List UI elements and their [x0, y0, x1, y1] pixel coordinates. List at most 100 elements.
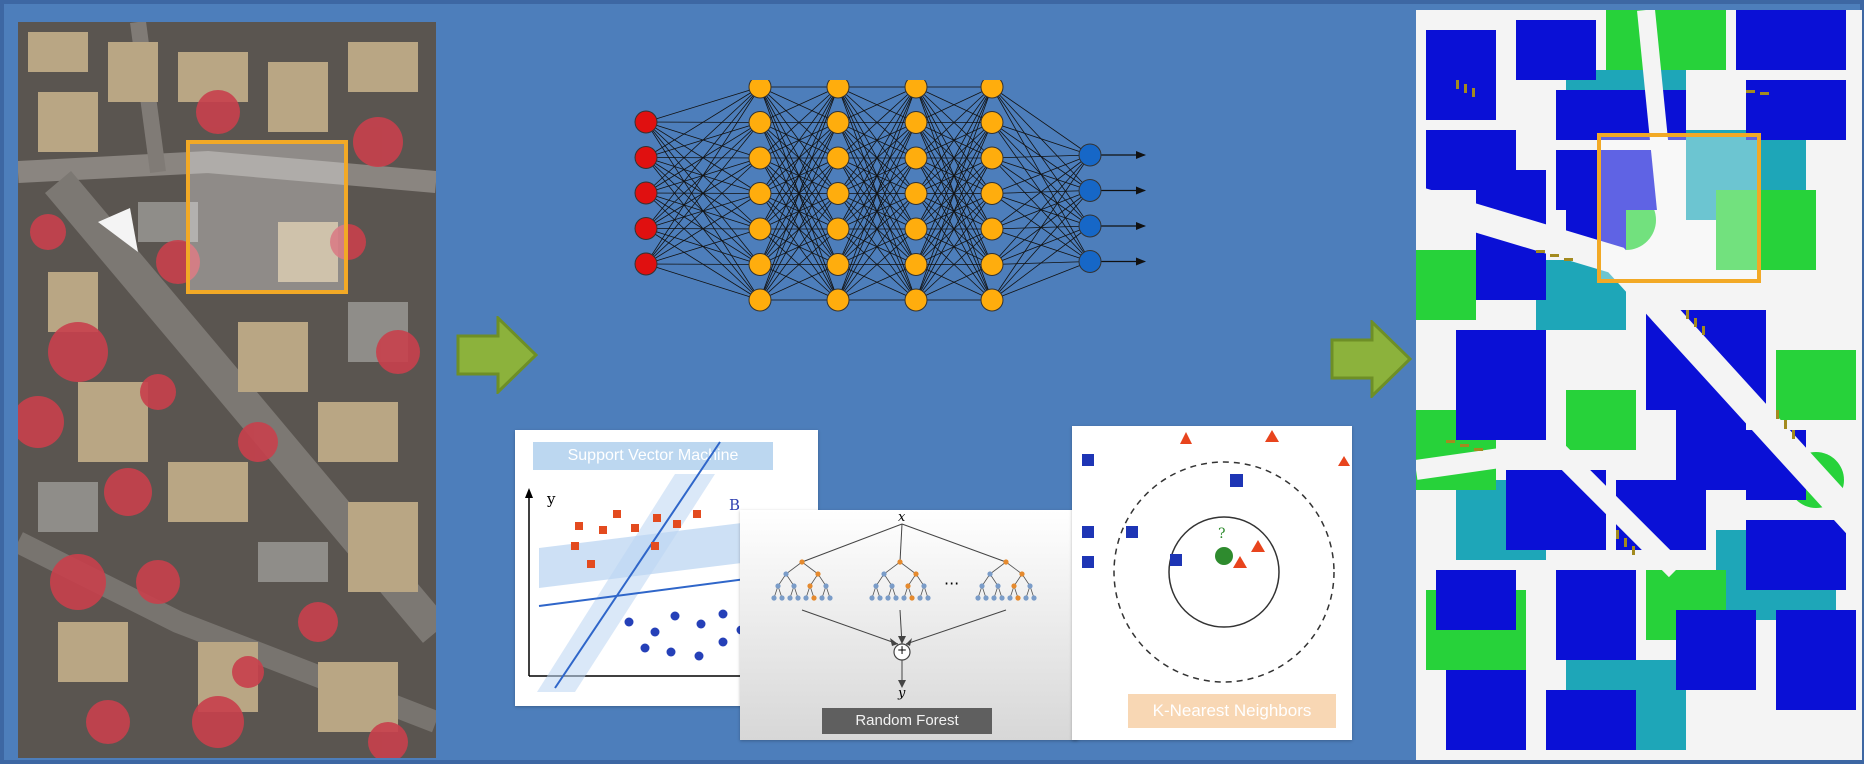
hidden-node — [980, 182, 1004, 205]
tree-node — [917, 595, 923, 601]
network-connection — [991, 154, 1091, 159]
tree-edge — [801, 561, 819, 575]
network-connection — [991, 154, 1091, 194]
network-connection — [837, 122, 917, 301]
hidden-node — [904, 111, 928, 134]
input-node — [634, 252, 658, 276]
tree-node — [987, 571, 993, 577]
rf-output-label: y — [898, 686, 906, 701]
tree-node — [775, 583, 781, 589]
tree-node — [1019, 571, 1025, 577]
tree-node — [909, 595, 915, 601]
aerial-image-graphic — [18, 22, 436, 758]
network-connection — [759, 86, 839, 301]
decision-tree — [975, 559, 1037, 601]
tree-node — [995, 583, 1001, 589]
tree-node — [1011, 583, 1017, 589]
tree-node — [897, 559, 903, 565]
tree-node — [913, 571, 919, 577]
tree-node — [815, 571, 821, 577]
rf-input-label: x — [898, 510, 906, 525]
network-connection — [991, 190, 1091, 301]
tree-node — [1015, 595, 1021, 601]
network-connection — [915, 86, 993, 301]
rf-ellipsis: ··· — [944, 574, 960, 593]
input-node — [634, 181, 658, 205]
output-arrowhead — [1136, 222, 1146, 230]
network-connection — [645, 263, 761, 301]
network-connection — [645, 86, 761, 229]
hidden-node — [748, 182, 772, 205]
hidden-node — [748, 253, 772, 276]
neural-network-diagram — [620, 80, 1240, 380]
output-node — [1078, 250, 1102, 273]
svm-line-label: B — [729, 496, 741, 514]
tree-node — [771, 595, 777, 601]
rf-sum-symbol: + — [897, 643, 908, 657]
network-connection — [991, 154, 1091, 230]
network-connection — [915, 86, 993, 194]
network-connection — [991, 261, 1091, 301]
hidden-node — [980, 111, 1004, 134]
tree-node — [787, 595, 793, 601]
knn-card: ? K-Nearest Neighbors — [1072, 426, 1352, 740]
network-connection — [645, 86, 761, 123]
hidden-node — [980, 146, 1004, 170]
hidden-node — [748, 288, 772, 312]
hidden-node — [826, 111, 850, 134]
aerial-infrared-image — [18, 22, 436, 758]
network-connection — [991, 86, 1091, 156]
network-connection — [837, 264, 917, 301]
network-connection — [645, 228, 761, 265]
hidden-node — [748, 80, 772, 99]
network-connection — [837, 86, 917, 123]
hidden-node — [904, 80, 928, 99]
hidden-node — [980, 288, 1004, 312]
tree-node — [791, 583, 797, 589]
tree-edge — [785, 561, 803, 575]
network-connection — [759, 193, 839, 301]
tree-node — [1003, 559, 1009, 565]
network-connection — [915, 264, 993, 301]
svm-title: Support Vector Machine — [533, 442, 773, 470]
network-connection — [837, 86, 917, 265]
hidden-node — [826, 253, 850, 276]
rf-title: Random Forest — [822, 708, 992, 734]
network-connection — [991, 154, 1091, 301]
hidden-node — [904, 217, 928, 241]
tree-node — [799, 559, 805, 565]
hidden-node — [980, 217, 1004, 241]
output-node — [1078, 143, 1102, 167]
input-node — [634, 146, 658, 169]
tree-node — [885, 595, 891, 601]
network-connection — [837, 157, 917, 301]
output-arrowhead — [1136, 257, 1146, 266]
network-connection — [759, 122, 839, 301]
knn-title: K-Nearest Neighbors — [1128, 694, 1336, 728]
tree-node — [877, 595, 883, 601]
tree-node — [827, 595, 833, 601]
arrow-right-icon — [1330, 320, 1412, 398]
network-connection — [837, 86, 917, 159]
hidden-node — [904, 146, 928, 170]
tree-node — [889, 583, 895, 589]
network-connection — [837, 228, 917, 301]
tree-node — [925, 595, 931, 601]
tree-node — [783, 571, 789, 577]
network-connection — [759, 86, 839, 230]
arrow-right-icon — [456, 316, 538, 394]
knn-query-label: ? — [1218, 526, 1226, 542]
network-connection — [759, 157, 839, 301]
network-connection — [991, 225, 1091, 301]
hidden-node — [826, 80, 850, 99]
neural-network-graphic — [634, 80, 1146, 312]
tree-node — [795, 595, 801, 601]
output-node — [1078, 179, 1102, 202]
tree-node — [811, 595, 817, 601]
network-connection — [915, 86, 993, 230]
hidden-node — [748, 146, 772, 170]
hidden-node — [826, 217, 850, 241]
network-connection — [915, 86, 993, 123]
tree-node — [1007, 595, 1013, 601]
tree-node — [901, 595, 907, 601]
